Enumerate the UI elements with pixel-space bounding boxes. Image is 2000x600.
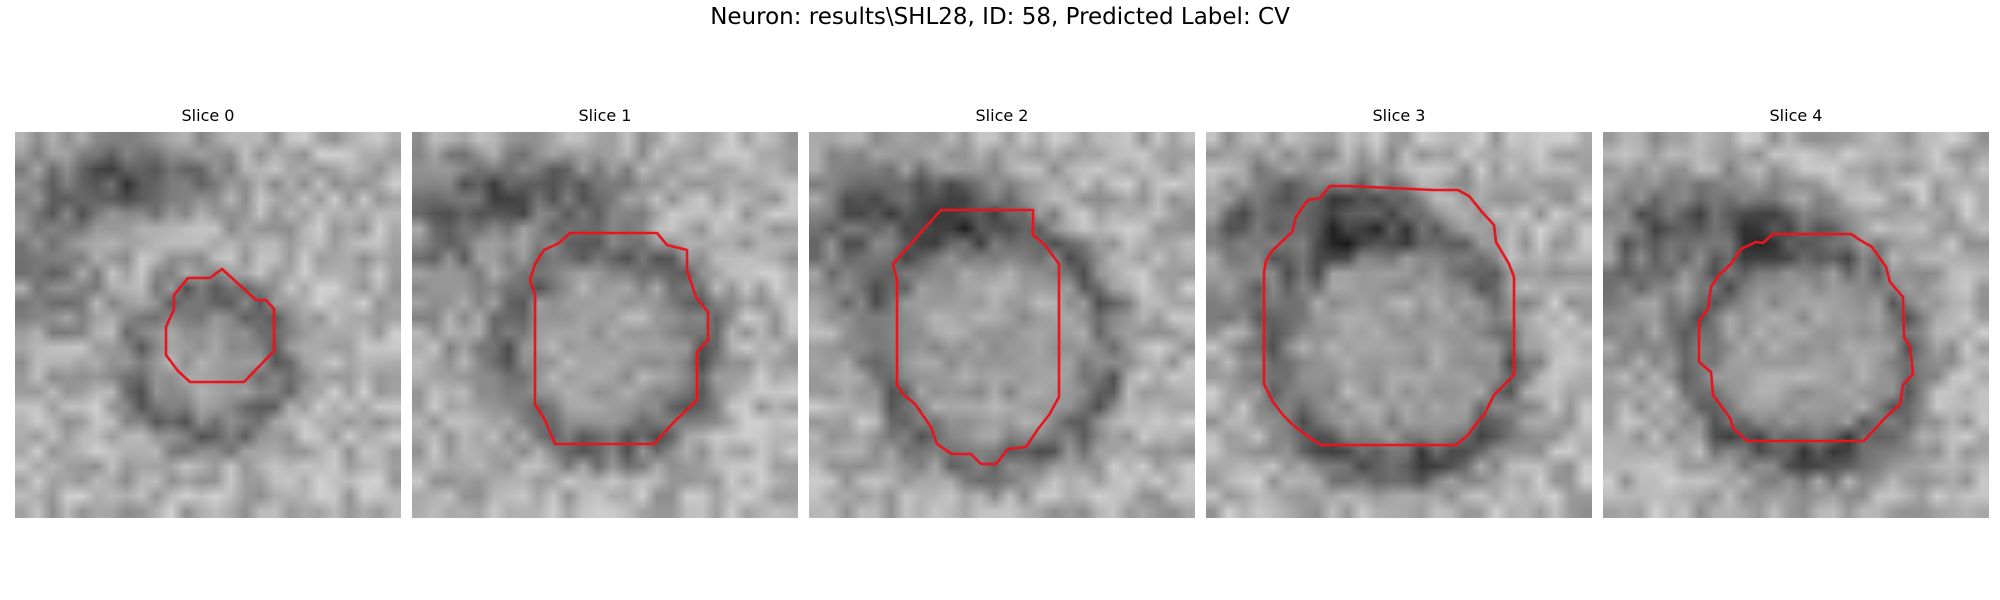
roi-overlay [528,231,710,446]
roi-outline [1697,232,1915,443]
roi-overlay [1262,184,1516,447]
roi-overlay [891,208,1061,466]
slice-image [1206,132,1592,518]
figure-title: Neuron: results\SHL28, ID: 58, Predicted… [710,4,1290,30]
roi-outline [528,231,710,446]
roi-overlay [164,267,276,384]
slice-image [15,132,401,518]
roi-outline [1262,184,1516,447]
slice-panel-1: Slice 1 [412,106,798,518]
slice-image [412,132,798,518]
slice-panel-0: Slice 0 [15,106,401,518]
slice-title: Slice 3 [1372,106,1426,125]
roi-outline [891,208,1061,466]
slice-panel-3: Slice 3 [1206,106,1592,518]
slice-title: Slice 4 [1769,106,1823,125]
roi-overlay [1697,232,1915,443]
roi-outline [164,267,276,384]
slice-image [1603,132,1989,518]
slice-image [809,132,1195,518]
slice-panel-4: Slice 4 [1603,106,1989,518]
slice-panel-2: Slice 2 [809,106,1195,518]
slice-title: Slice 2 [975,106,1029,125]
slice-title: Slice 0 [181,106,235,125]
slice-title: Slice 1 [578,106,632,125]
